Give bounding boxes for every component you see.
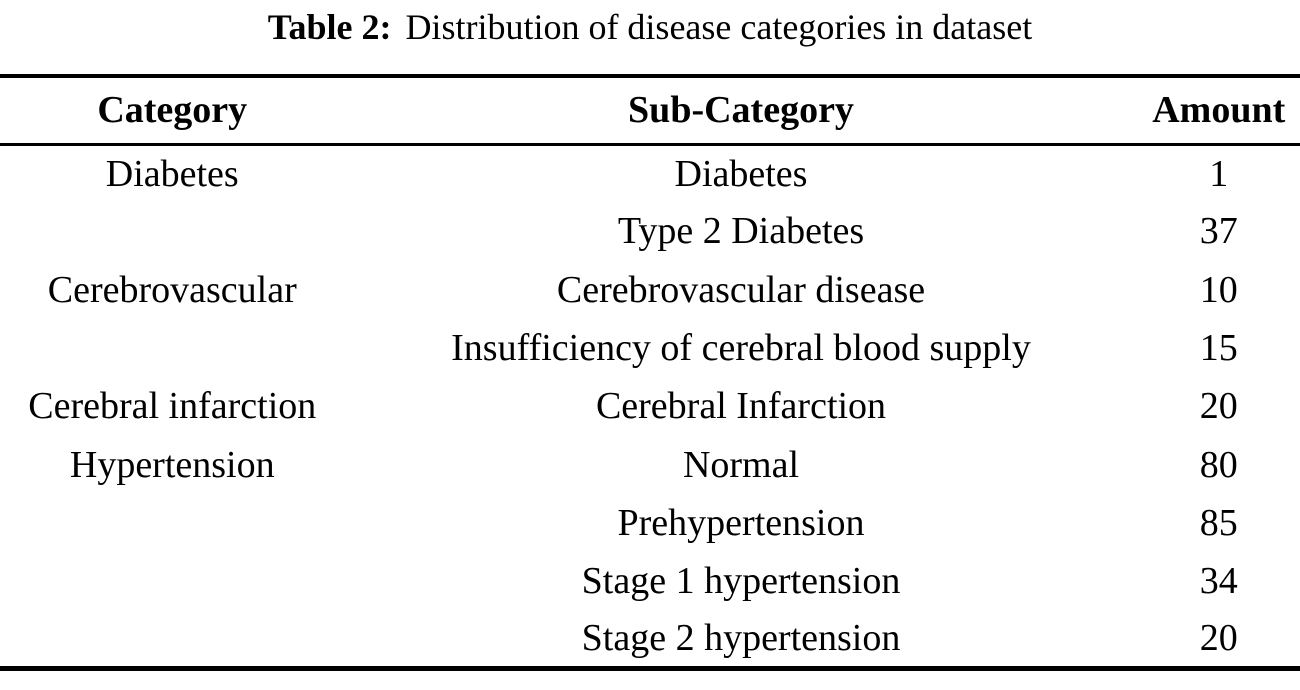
amount-cell: 15 <box>1199 327 1238 370</box>
table-row: Type 2 Diabetes 37 <box>0 202 1300 260</box>
table-row: Stage 2 hypertension 20 <box>0 610 1300 668</box>
amount-cell: 34 <box>1199 560 1238 603</box>
amount-cell: 80 <box>1199 443 1238 486</box>
sub-category-cell: Type 2 Diabetes <box>617 210 865 253</box>
category-cell <box>0 610 345 668</box>
category-cell <box>0 552 345 610</box>
amount-cell: 1 <box>1209 152 1229 195</box>
column-header-amount: Amount <box>1137 76 1300 146</box>
sub-category-cell: Cerebrovascular disease <box>556 268 926 311</box>
column-header-sub-category: Sub-Category <box>344 76 1138 146</box>
table-body: Diabetes Diabetes 1 Type 2 Diabetes 37 C… <box>0 144 1300 669</box>
sub-category-cell: Insufficiency of cerebral blood supply <box>451 327 1031 370</box>
category-cell: Hypertension <box>69 443 275 486</box>
table-row: Diabetes Diabetes 1 <box>0 144 1300 202</box>
table-caption-text: Distribution of disease categories in da… <box>405 7 1033 47</box>
sub-category-cell: Stage 2 hypertension <box>581 617 901 660</box>
category-cell <box>0 494 345 552</box>
category-cell: Diabetes <box>105 152 239 195</box>
amount-cell: 20 <box>1199 385 1238 428</box>
amount-cell: 10 <box>1199 268 1238 311</box>
table-row: Insufficiency of cerebral blood supply 1… <box>0 319 1300 377</box>
sub-category-cell: Prehypertension <box>617 501 865 544</box>
table-caption: Table 2: Distribution of disease categori… <box>0 0 1300 50</box>
table-header: Category Sub-Category Amount <box>0 76 1300 146</box>
sub-category-cell: Stage 1 hypertension <box>581 560 901 603</box>
sub-category-cell: Cerebral Infarction <box>595 385 887 428</box>
amount-cell: 85 <box>1199 501 1238 544</box>
table-row: Cerebral infarction Cerebral Infarction … <box>0 377 1300 435</box>
table-caption-label: Table 2: <box>267 7 392 47</box>
disease-distribution-table: Category Sub-Category Amount Diabetes Di… <box>0 74 1300 672</box>
category-cell <box>0 202 345 260</box>
category-cell: Cerebral infarction <box>28 385 317 428</box>
table-row: Stage 1 hypertension 34 <box>0 552 1300 610</box>
table-figure: Table 2: Distribution of disease categori… <box>0 0 1300 672</box>
amount-cell: 20 <box>1199 617 1238 660</box>
amount-cell: 37 <box>1199 210 1238 253</box>
category-cell <box>0 319 345 377</box>
header-row: Category Sub-Category Amount <box>0 76 1300 146</box>
table-row: Prehypertension 85 <box>0 494 1300 552</box>
sub-category-cell: Diabetes <box>674 152 808 195</box>
sub-category-cell: Normal <box>682 443 800 486</box>
table-row: Cerebrovascular Cerebrovascular disease … <box>0 261 1300 319</box>
table-row: Hypertension Normal 80 <box>0 435 1300 493</box>
category-cell: Cerebrovascular <box>47 268 297 311</box>
column-header-category: Category <box>0 76 345 146</box>
